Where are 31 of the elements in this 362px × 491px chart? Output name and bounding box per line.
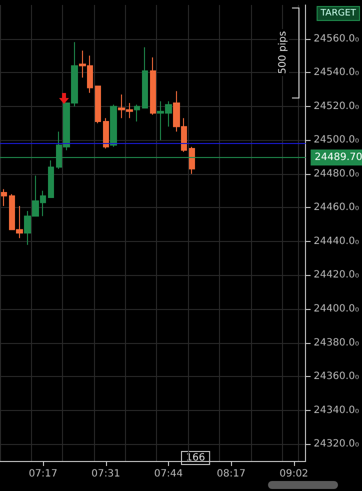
y-tick-label: 24380.0₀ — [314, 337, 360, 348]
y-tick-label: 24560.0₀ — [314, 33, 360, 44]
candlestick — [189, 146, 195, 174]
x-tick-label: 09:02 — [279, 468, 308, 480]
y-tick-label: 24400.0₀ — [314, 304, 360, 314]
y-tick-label: 24360.0₀ — [314, 371, 360, 382]
candlestick — [1, 188, 7, 206]
ref-line-label: 24489.70 — [314, 152, 362, 164]
candlestick — [134, 104, 140, 122]
x-tick-label: 07:44 — [154, 468, 183, 480]
annotation: 166 — [186, 452, 206, 464]
y-tick-label: 24420.0₀ — [314, 270, 360, 281]
x-tick-label: 07:17 — [28, 468, 58, 480]
y-tick-label: 24460.0₀ — [314, 202, 360, 214]
candlestick — [142, 46, 148, 109]
y-tick-label: 24480.0₀ — [314, 168, 360, 180]
y-tick-label: 24520.0₀ — [314, 100, 360, 112]
candlestick — [95, 86, 101, 124]
candlestick — [150, 56, 156, 116]
candlestick — [103, 118, 109, 150]
y-tick-label: 24500.0₀ — [314, 134, 360, 146]
y-tick-label: 24440.0₀ — [314, 236, 360, 247]
annotation: 500 pips — [278, 31, 288, 74]
x-tick-label: 08:17 — [216, 468, 246, 480]
candlestick — [110, 104, 117, 148]
text: TARGET — [320, 8, 356, 18]
candlestick — [48, 160, 54, 198]
x-tick-label: 07:31 — [91, 468, 120, 480]
y-tick-label: 24540.0₀ — [314, 67, 360, 78]
y-tick-label: 24340.0₀ — [314, 404, 360, 416]
y-tick-label: 24320.0₀ — [314, 438, 360, 450]
